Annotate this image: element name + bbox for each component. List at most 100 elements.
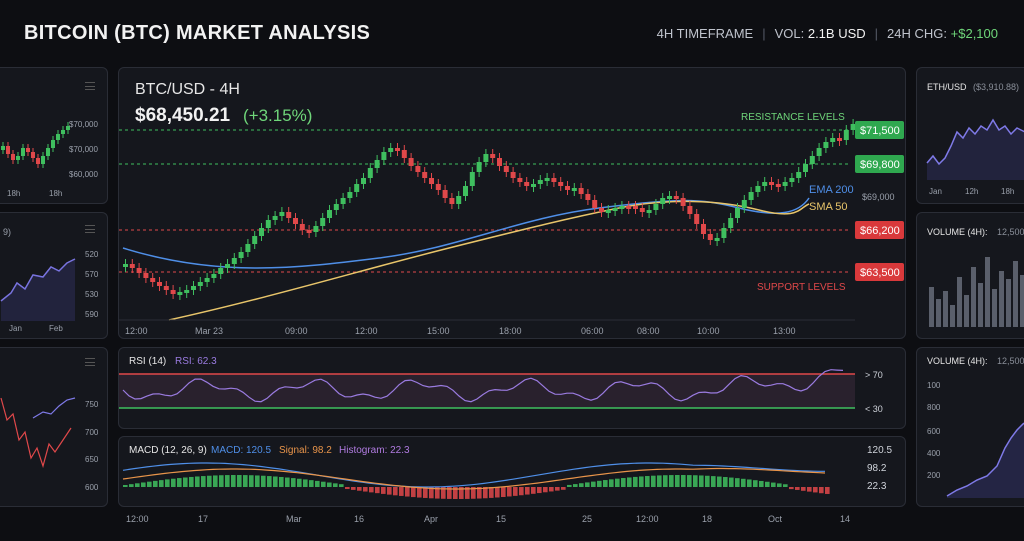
- level-badge-63500: [855, 263, 904, 281]
- candle-body: [361, 178, 366, 184]
- candle-body: [667, 196, 672, 199]
- candle-body: [558, 182, 564, 186]
- macd-histogram-bar: [489, 487, 494, 498]
- macd-histogram-bar: [297, 478, 302, 487]
- candle-body: [395, 148, 400, 151]
- macd-histogram-bar: [345, 487, 350, 490]
- candle-body: [170, 290, 176, 294]
- macd-panel[interactable]: MACD (12, 26, 9) MACD: 120.5 Signal: 98.…: [118, 436, 906, 507]
- macd-histogram-bar: [261, 475, 266, 487]
- rsi-chart[interactable]: RSI (14) RSI: 62.3 > 70 < 30: [119, 348, 906, 429]
- candle-body: [837, 138, 842, 141]
- candle-body: [755, 186, 761, 192]
- candle-body: [565, 186, 570, 190]
- page-title: BITCOIN (BTC) MARKET ANALYSIS: [24, 22, 371, 44]
- macd-histogram-bar: [153, 480, 158, 487]
- eth-x-3: 18h: [1001, 187, 1014, 196]
- x-tick: 12:00: [355, 326, 378, 336]
- candle-body: [293, 218, 298, 224]
- eth-panel[interactable]: ETH/USD ($3,910.88) Jan 12h 18h: [916, 67, 1024, 204]
- candle-body: [571, 188, 577, 191]
- mini-candle-body: [31, 152, 35, 158]
- volume1-title: VOLUME (4H):: [927, 227, 988, 237]
- mini-candle-body: [46, 148, 50, 156]
- level-69000: $69,000: [862, 192, 895, 202]
- volume2-tick-3: 600: [927, 427, 941, 436]
- price-chart[interactable]: BTC/USD - 4H $68,450.21 (+3.15%) RESISTA…: [119, 68, 906, 339]
- rsi-value: RSI: 62.3: [175, 356, 217, 367]
- macd-histogram-bar: [303, 479, 308, 487]
- left-panel-3[interactable]: 750 700 650 600: [0, 347, 108, 507]
- candle-body: [551, 178, 557, 182]
- candle-body: [415, 166, 421, 172]
- left-panel-2[interactable]: 9) 520 570 530 590 Jan Feb: [0, 212, 108, 339]
- macd-histogram-bar: [309, 480, 314, 487]
- x-tick: 08:00: [637, 326, 660, 336]
- candle-body: [123, 264, 128, 267]
- macd-axis-1: 120.5: [867, 445, 892, 456]
- left2-x-2: Feb: [49, 324, 63, 333]
- signal-value: Signal: 98.2: [279, 445, 332, 456]
- rsi-line: [122, 369, 844, 403]
- candle-body: [143, 273, 149, 278]
- candle-body: [748, 192, 754, 200]
- volume-bar: [985, 257, 990, 327]
- candle-body: [728, 218, 734, 228]
- candle-body: [265, 220, 271, 228]
- volume-bar: [957, 277, 962, 327]
- pair-label: BTC/USD - 4H: [135, 81, 240, 98]
- candle-body: [585, 194, 591, 200]
- candle-body: [673, 196, 679, 199]
- eth-title: ETH/USD: [927, 82, 967, 92]
- candle-body: [490, 154, 496, 158]
- candle-body: [347, 192, 353, 198]
- sma-label: SMA 50: [809, 201, 848, 213]
- macd-histogram-bar: [483, 487, 488, 499]
- macd-histogram-bar: [255, 475, 260, 487]
- candle-body: [231, 258, 237, 264]
- volume-bar: [1006, 279, 1011, 327]
- candle-body: [381, 152, 387, 160]
- left1-tick-1: $70,000: [69, 120, 98, 129]
- macd-chart[interactable]: MACD (12, 26, 9) MACD: 120.5 Signal: 98.…: [119, 437, 906, 507]
- macd-histogram-bar: [675, 475, 680, 487]
- left-panel-1[interactable]: $70,000 $70,000 $60,000 18h 18h: [0, 67, 108, 204]
- time-axis-tick: 15: [496, 514, 506, 524]
- candle-body: [510, 172, 516, 178]
- main-chart-panel[interactable]: BTC/USD - 4H $68,450.21 (+3.15%) RESISTA…: [118, 67, 906, 339]
- macd-histogram-bar: [549, 487, 554, 492]
- volume-panel-2[interactable]: VOLUME (4H): 12,500 100 800 600 400 200: [916, 347, 1024, 507]
- mini-candle-body: [16, 156, 20, 160]
- time-axis-tick: Mar: [286, 514, 302, 524]
- volume-value: 2.1B USD: [807, 26, 866, 41]
- macd-histogram-bar: [519, 487, 524, 496]
- volume-label: VOL:: [774, 26, 805, 41]
- menu-icon[interactable]: [85, 358, 95, 366]
- left1-x-1: 18h: [7, 189, 20, 198]
- macd-histogram-bar: [231, 475, 236, 487]
- candle-body: [136, 268, 142, 273]
- x-tick: 06:00: [581, 326, 604, 336]
- macd-histogram-bar: [393, 487, 398, 496]
- macd-histogram-bar: [705, 475, 710, 487]
- macd-histogram-bar: [423, 487, 428, 498]
- candle-body: [327, 210, 332, 218]
- eth-x-1: Jan: [929, 187, 942, 196]
- macd-histogram-bar: [711, 476, 716, 487]
- candle-body: [612, 208, 618, 211]
- menu-icon[interactable]: [85, 225, 95, 233]
- rsi-lower-label: < 30: [865, 404, 883, 414]
- volume2-tick-5: 200: [927, 471, 941, 480]
- macd-histogram-bar: [597, 480, 602, 487]
- macd-histogram-bar: [477, 487, 482, 499]
- candle-body: [524, 182, 530, 186]
- rsi-panel[interactable]: RSI (14) RSI: 62.3 > 70 < 30: [118, 347, 906, 429]
- macd-histogram-bar: [405, 487, 410, 497]
- volume-panel-1[interactable]: VOLUME (4H): 12,500: [916, 212, 1024, 339]
- volume2-value: 12,500: [997, 356, 1024, 366]
- macd-histogram-bar: [327, 482, 332, 487]
- level-badge-69800: [855, 155, 904, 173]
- menu-icon[interactable]: [85, 82, 95, 90]
- macd-histogram-bar: [357, 487, 362, 491]
- left1-tick-3: $60,000: [69, 170, 98, 179]
